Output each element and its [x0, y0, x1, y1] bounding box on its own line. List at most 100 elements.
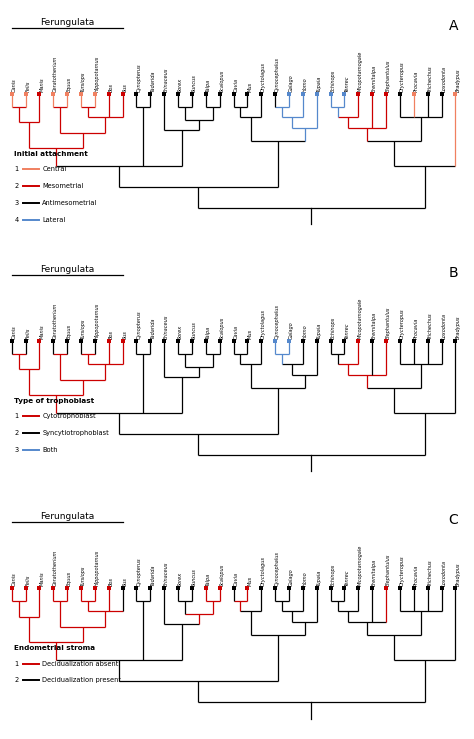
Text: Micopotamogale: Micopotamogale — [358, 50, 364, 92]
Text: Loxodonta: Loxodonta — [441, 560, 447, 586]
Text: Scalopus: Scalopus — [219, 317, 225, 339]
Text: Bos: Bos — [109, 330, 114, 339]
Text: Cynopterus: Cynopterus — [137, 557, 141, 586]
Text: Initial attachment: Initial attachment — [14, 151, 88, 157]
Text: Suncus: Suncus — [192, 74, 197, 92]
Text: Eremitalpa: Eremitalpa — [372, 65, 377, 92]
Text: Erinaceus: Erinaceus — [164, 68, 169, 92]
Text: Tenrec: Tenrec — [345, 570, 349, 586]
Text: Micopotamogale: Micopotamogale — [358, 545, 364, 586]
Text: Cytotrophoblast: Cytotrophoblast — [42, 414, 96, 420]
Text: 3: 3 — [14, 200, 18, 206]
Text: 3: 3 — [14, 447, 18, 453]
Text: Homo: Homo — [303, 324, 308, 339]
Text: Equus: Equus — [67, 571, 72, 586]
Text: Decidualization absent: Decidualization absent — [42, 661, 118, 667]
Text: 1: 1 — [14, 661, 18, 667]
Text: Trichechus: Trichechus — [428, 559, 433, 586]
Text: Felis: Felis — [26, 81, 30, 92]
Text: Mesometrial: Mesometrial — [42, 183, 83, 189]
Text: Talpa: Talpa — [206, 79, 211, 92]
Text: Felis: Felis — [26, 327, 30, 339]
Text: Antimesometrial: Antimesometrial — [42, 200, 98, 206]
Text: Manis: Manis — [39, 571, 45, 586]
Text: Trichechus: Trichechus — [428, 313, 433, 339]
Text: B: B — [448, 266, 458, 280]
Text: Tupaia: Tupaia — [317, 323, 322, 339]
Text: Canis: Canis — [12, 78, 17, 92]
Text: Loxodonta: Loxodonta — [441, 66, 447, 92]
Text: Canis: Canis — [12, 572, 17, 586]
Text: Hippopotamus: Hippopotamus — [95, 55, 100, 92]
Text: 4: 4 — [14, 217, 18, 222]
Text: Galago: Galago — [289, 321, 294, 339]
Text: Tursiops: Tursiops — [81, 565, 86, 586]
Text: Both: Both — [42, 447, 58, 453]
Text: Equus: Equus — [67, 324, 72, 339]
Text: Ceratotherium: Ceratotherium — [53, 303, 58, 339]
Text: Echinops: Echinops — [330, 564, 336, 586]
Text: Tadarida: Tadarida — [150, 70, 155, 92]
Text: Eremitalpa: Eremitalpa — [372, 312, 377, 339]
Text: Erinaceus: Erinaceus — [164, 315, 169, 339]
Text: Mus: Mus — [247, 82, 252, 92]
Text: Cavia: Cavia — [234, 78, 238, 92]
Text: Mus: Mus — [247, 329, 252, 339]
Text: Oryctolagus: Oryctolagus — [261, 309, 266, 339]
Text: Tursiops: Tursiops — [81, 72, 86, 92]
Text: Echinops: Echinops — [330, 69, 336, 92]
Text: Elephantulus: Elephantulus — [386, 554, 391, 586]
Text: C: C — [448, 514, 458, 527]
Text: Syncytiotrophoblast: Syncytiotrophoblast — [42, 430, 109, 436]
Text: A: A — [449, 19, 458, 33]
Text: 2: 2 — [14, 678, 18, 684]
Text: Sorex: Sorex — [178, 324, 183, 339]
Text: Trichechus: Trichechus — [428, 65, 433, 92]
Text: Cynopterus: Cynopterus — [137, 64, 141, 92]
Text: Bradypus: Bradypus — [456, 69, 460, 92]
Text: Cynocephalus: Cynocephalus — [275, 304, 280, 339]
Text: Manis: Manis — [39, 324, 45, 339]
Text: Scalopus: Scalopus — [219, 564, 225, 586]
Text: Orycteropus: Orycteropus — [400, 61, 405, 92]
Text: Orycteropus: Orycteropus — [400, 308, 405, 339]
Text: Felis: Felis — [26, 575, 30, 586]
Text: Galago: Galago — [289, 568, 294, 586]
Text: Suncus: Suncus — [192, 568, 197, 586]
Text: Hippopotamus: Hippopotamus — [95, 303, 100, 339]
Text: Eremitalpa: Eremitalpa — [372, 559, 377, 586]
Text: Oryctolagus: Oryctolagus — [261, 556, 266, 586]
Text: Cavia: Cavia — [234, 325, 238, 339]
Text: Endometrial stroma: Endometrial stroma — [14, 645, 96, 651]
Text: Manis: Manis — [39, 78, 45, 92]
Text: 2: 2 — [14, 430, 18, 436]
Text: Tursiops: Tursiops — [81, 319, 86, 339]
Text: Tadarida: Tadarida — [150, 318, 155, 339]
Text: Talpa: Talpa — [206, 573, 211, 586]
Text: Echinops: Echinops — [330, 317, 336, 339]
Text: Scalopus: Scalopus — [219, 69, 225, 92]
Text: Bos: Bos — [109, 577, 114, 586]
Text: Ferungulata: Ferungulata — [40, 18, 94, 27]
Text: Cavia: Cavia — [234, 572, 238, 586]
Text: Ferungulata: Ferungulata — [40, 511, 94, 521]
Text: Oryctolagus: Oryctolagus — [261, 62, 266, 92]
Text: Bradypus: Bradypus — [456, 562, 460, 586]
Text: Cynocephalus: Cynocephalus — [275, 551, 280, 586]
Text: 2: 2 — [14, 183, 18, 189]
Text: Central: Central — [42, 166, 66, 172]
Text: Orycteropus: Orycteropus — [400, 556, 405, 586]
Text: Sorex: Sorex — [178, 572, 183, 586]
Text: Mus: Mus — [247, 576, 252, 586]
Text: Procavia: Procavia — [414, 318, 419, 339]
Text: Tupaia: Tupaia — [317, 570, 322, 586]
Text: Cynopterus: Cynopterus — [137, 310, 141, 339]
Text: Tenrec: Tenrec — [345, 75, 349, 92]
Text: Lateral: Lateral — [42, 217, 65, 222]
Text: Micopotamogale: Micopotamogale — [358, 298, 364, 339]
Text: Ceratotherium: Ceratotherium — [53, 55, 58, 92]
Text: Suncus: Suncus — [192, 321, 197, 339]
Text: Sus: Sus — [123, 330, 128, 339]
Text: Decidualization present: Decidualization present — [42, 678, 121, 684]
Text: Erinaceus: Erinaceus — [164, 562, 169, 586]
